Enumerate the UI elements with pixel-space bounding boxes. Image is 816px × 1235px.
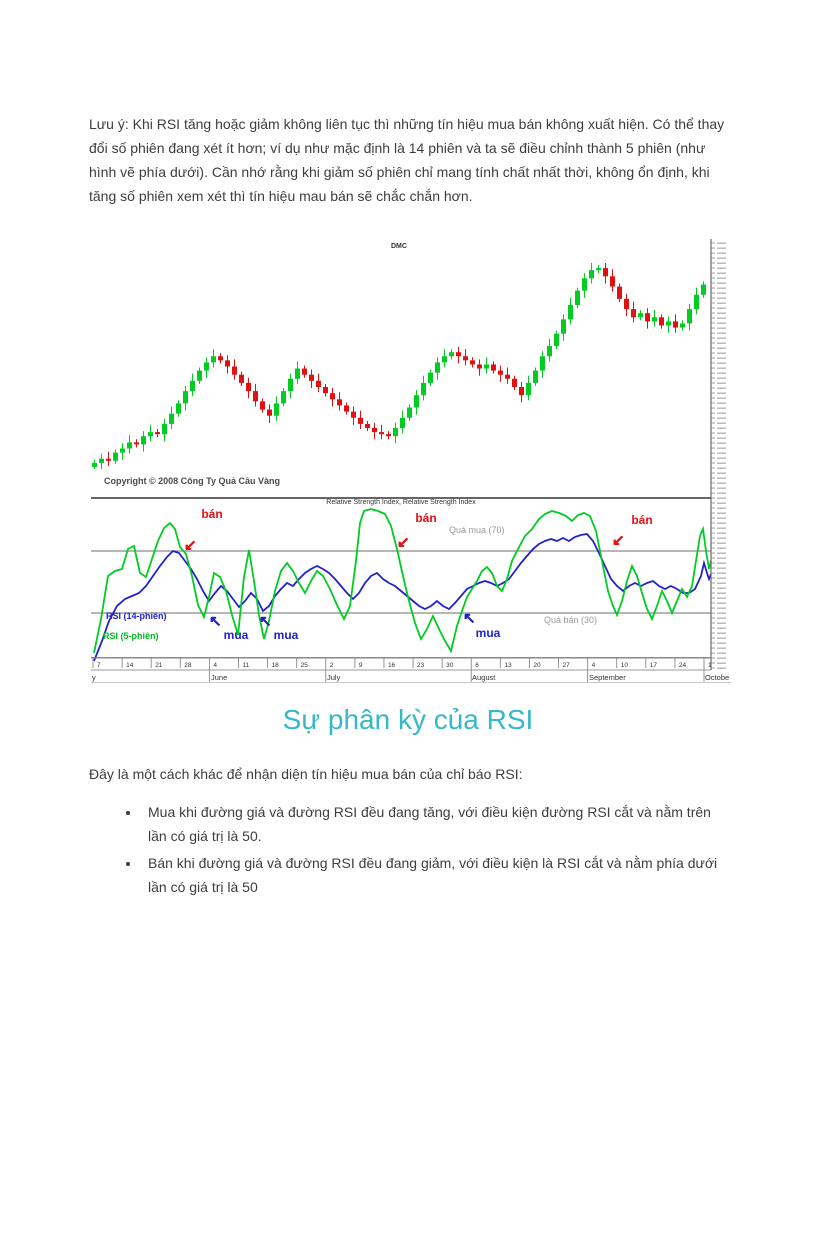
body-paragraph: Đây là một cách khác để nhận diện tín hi… [89, 766, 523, 782]
date-tick-label: 30 [446, 662, 454, 669]
month-label: Octobe [705, 673, 729, 682]
date-tick-label: 23 [417, 662, 425, 669]
rsi5-line [93, 508, 712, 654]
section-heading: Sự phân kỳ của RSI [282, 704, 534, 735]
date-tick-label: 25 [301, 662, 309, 669]
month-label: June [211, 673, 227, 682]
buy-signal-label: mua [273, 628, 299, 642]
date-tick-label: 16 [388, 662, 396, 669]
chart-ticker-label: DMC [391, 243, 407, 250]
month-label: y [92, 673, 96, 682]
buy-signal-label: mua [223, 628, 249, 642]
candlestick-series [92, 262, 706, 469]
date-tick-label: 28 [184, 662, 192, 669]
date-tick-label: 24 [679, 662, 687, 669]
rsi5-legend-label: RSI (5-phiên) [103, 631, 159, 641]
date-tick-label: 2 [330, 662, 334, 669]
rsi-panel-title: Relative Strength Index, Relative Streng… [326, 499, 476, 506]
price-rsi-chart-canvas: 7 14 21 28 4 11 18 25 2 9 16 23 30 6 13 20 27 4 10 17 24 1 y Ju… [91, 239, 731, 683]
date-tick-label: 10 [621, 662, 629, 669]
document-page: { "page": { "intro_paragraph": "Lưu ý: K… [0, 112, 816, 1235]
sell-signal-label: bán [415, 511, 437, 525]
rules-list: Mua khi đường giá và đường RSI đều đang … [89, 800, 727, 899]
date-tick-label: 9 [359, 662, 363, 669]
rsi14-line [93, 533, 712, 662]
intro-paragraph: Lưu ý: Khi RSI tăng hoặc giảm không liên… [89, 116, 725, 204]
date-tick-label: 1 [708, 662, 712, 669]
sell-arrow-icon: ↙ [183, 537, 197, 554]
date-tick-label: 4 [592, 662, 596, 669]
list-item: Mua khi đường giá và đường RSI đều đang … [141, 800, 727, 848]
date-tick-label: 17 [650, 662, 658, 669]
sell-signal-label: bán [631, 513, 653, 527]
month-label: August [472, 673, 496, 682]
date-tick-label: 11 [242, 662, 249, 669]
page-content: Lưu ý: Khi RSI tăng hoặc giảm không liên… [89, 112, 731, 899]
list-item: Bán khi đường giá và đường RSI đều đang … [141, 851, 727, 899]
date-tick-label: 7 [97, 662, 101, 669]
date-tick-label: 18 [272, 662, 280, 669]
date-tick-label: 21 [155, 662, 163, 669]
buy-arrow-icon: ↖ [208, 613, 222, 630]
sell-signal-label: bán [201, 507, 223, 521]
date-tick-label: 13 [504, 662, 512, 669]
date-tick-label: 4 [213, 662, 217, 669]
buy-signal-label: mua [475, 626, 501, 640]
sell-arrow-icon: ↙ [611, 532, 625, 549]
month-label: July [327, 673, 341, 682]
stock-chart-image: 7 14 21 28 4 11 18 25 2 9 16 23 30 6 13 20 27 4 10 17 24 1 y Ju… [91, 239, 731, 684]
chart-copyright-label: Copyright © 2008 Công Ty Quả Cầu Vàng [104, 476, 280, 486]
oversold-level-label: Quá bán (30) [544, 615, 598, 625]
overbought-level-label: Quá mua (70) [449, 525, 505, 535]
buy-arrow-icon: ↖ [462, 610, 476, 627]
sell-arrow-icon: ↙ [396, 534, 410, 551]
date-tick-label: 20 [533, 662, 541, 669]
buy-arrow-icon: ↖ [258, 613, 272, 630]
month-label: September [589, 673, 626, 682]
date-tick-label: 6 [475, 662, 479, 669]
rsi14-legend-label: RSI (14-phiên) [106, 611, 167, 621]
date-tick-label: 27 [563, 662, 571, 669]
date-tick-label: 14 [126, 662, 134, 669]
